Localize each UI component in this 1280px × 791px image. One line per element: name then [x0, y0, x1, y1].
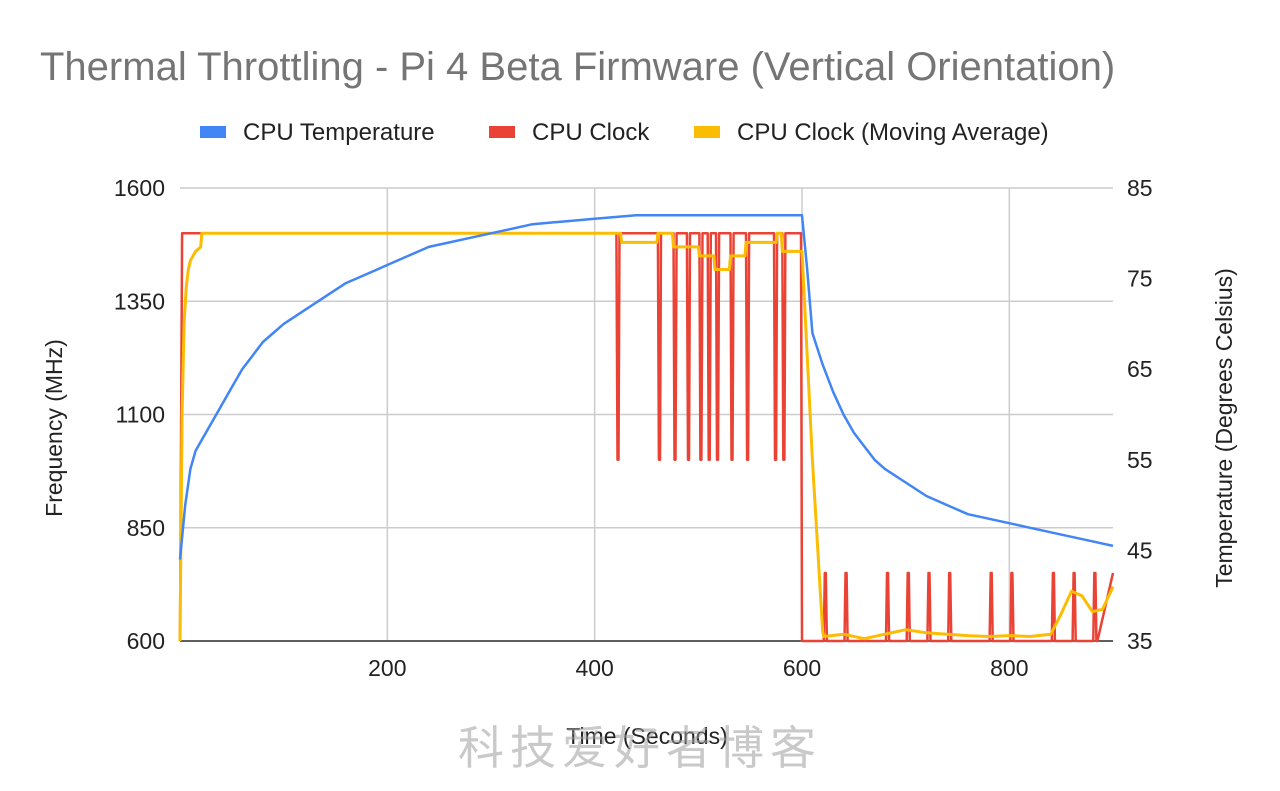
- series-lines: [178, 213, 1115, 643]
- chart-title: Thermal Throttling - Pi 4 Beta Firmware …: [40, 45, 1115, 89]
- y-left-tick-label: 850: [127, 515, 165, 541]
- series-line-cpu-clock: [178, 232, 1115, 643]
- legend-label-cpu-clock-moving-average: CPU Clock (Moving Average): [737, 119, 1049, 146]
- y-axis-right-ticks: 35 45 55 65 75 85: [1127, 175, 1153, 654]
- legend: CPU Temperature CPU Clock CPU Clock (Mov…: [200, 119, 1049, 146]
- watermark: 科技爱好者博客: [458, 721, 822, 775]
- y-left-tick-label: 1100: [116, 402, 165, 428]
- y-right-tick-label: 85: [1127, 175, 1153, 201]
- legend-label-cpu-temperature: CPU Temperature: [243, 119, 435, 146]
- x-axis-title: Time (Seconds): [566, 723, 727, 749]
- y-right-tick-label: 35: [1127, 628, 1153, 654]
- y-right-tick-label: 75: [1127, 266, 1153, 292]
- y-right-tick-label: 45: [1127, 537, 1153, 563]
- y-axis-right-title: Temperature (Degrees Celsius): [1211, 268, 1237, 588]
- x-tick-label: 400: [575, 655, 613, 681]
- legend-label-cpu-clock: CPU Clock: [532, 119, 650, 146]
- y-axis-left-title: Frequency (MHz): [41, 339, 67, 517]
- y-left-tick-label: 600: [127, 628, 165, 654]
- series-line-cpu-temperature: [178, 213, 1114, 560]
- x-axis-ticks: 200 400 600 800: [368, 655, 1028, 681]
- legend-swatch-cpu-clock-moving-average: [694, 126, 720, 138]
- y-right-tick-label: 65: [1127, 356, 1153, 382]
- y-left-tick-label: 1600: [114, 175, 165, 201]
- x-tick-label: 600: [783, 655, 821, 681]
- y-left-tick-label: 1350: [114, 288, 165, 314]
- legend-swatch-cpu-clock: [489, 126, 515, 138]
- x-tick-label: 800: [990, 655, 1028, 681]
- x-tick-label: 200: [368, 655, 406, 681]
- y-axis-left-ticks: 600 850 1100 1350 1600: [114, 175, 165, 654]
- y-right-tick-label: 55: [1127, 447, 1153, 473]
- gridlines: [180, 187, 1113, 642]
- legend-swatch-cpu-temperature: [200, 126, 226, 138]
- series-line-cpu-clock-moving-average: [178, 231, 1115, 642]
